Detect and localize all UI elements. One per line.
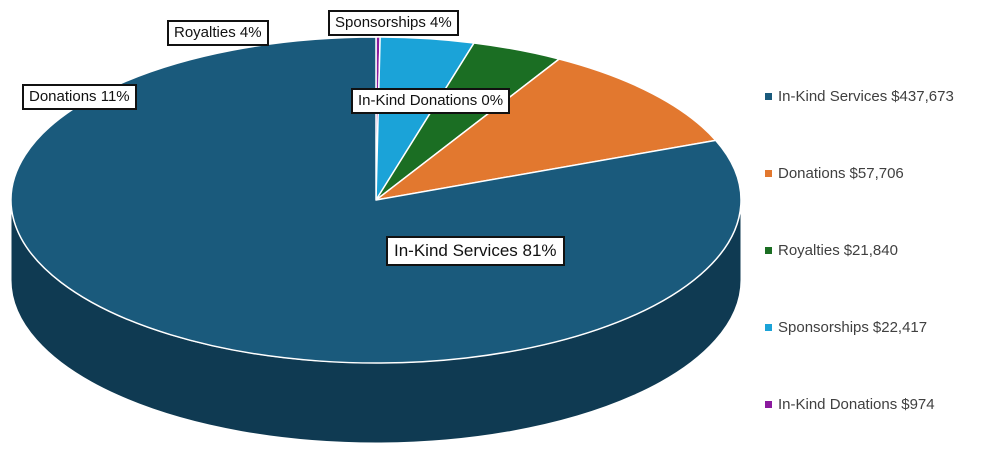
legend-label: In-Kind Services (778, 88, 888, 105)
pie-slice-donations (375, 58, 717, 201)
legend-label: Donations (778, 165, 846, 182)
legend-swatch-donations (765, 170, 772, 177)
legend-value: $22,417 (872, 319, 928, 336)
legend: In-Kind Services $437,673 Donations $57,70… (765, 82, 980, 467)
legend-label: Royalties (778, 242, 840, 259)
legend-value: $21,840 (843, 242, 898, 259)
data-label-sponsorships: Sponsorships 4% (328, 10, 459, 36)
legend-swatch-in-kind-services (765, 93, 772, 100)
data-label-royalties: Royalties 4% (167, 20, 269, 46)
legend-swatch-in-kind-donations (765, 401, 772, 408)
data-label-in-kind-services: In-Kind Services 81% (386, 236, 565, 266)
data-label-in-kind-donations: In-Kind Donations 0% (351, 88, 511, 114)
legend-swatch-sponsorships (765, 324, 772, 331)
legend-value: $974 (901, 396, 935, 413)
legend-item-donations: Donations $57,706 (765, 159, 980, 188)
legend-item-sponsorships: Sponsorships $22,417 (765, 313, 980, 342)
legend-item-in-kind-services: In-Kind Services $437,673 (765, 82, 980, 111)
legend-label: In-Kind Donations (778, 396, 898, 413)
legend-swatch-royalties (765, 247, 772, 254)
data-label-donations: Donations 11% (22, 84, 137, 110)
legend-item-in-kind-donations: In-Kind Donations $974 (765, 390, 980, 419)
legend-value: $437,673 (891, 88, 954, 105)
legend-value: $57,706 (849, 165, 904, 182)
legend-item-royalties: Royalties $21,840 (765, 236, 980, 265)
legend-label: Sponsorships (778, 319, 869, 336)
